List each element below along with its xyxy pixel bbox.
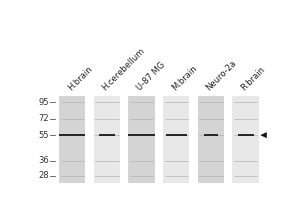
- Bar: [128, 134, 155, 136]
- Text: H.cerebellum: H.cerebellum: [100, 46, 147, 92]
- Text: 55: 55: [38, 131, 49, 140]
- Text: M.brain: M.brain: [170, 63, 199, 92]
- Text: 95: 95: [38, 98, 49, 107]
- Bar: [128, 96, 155, 183]
- Bar: [163, 96, 189, 183]
- Bar: [166, 134, 187, 136]
- Bar: [94, 96, 120, 183]
- Bar: [59, 134, 86, 136]
- Bar: [204, 134, 218, 136]
- Polygon shape: [260, 132, 267, 138]
- Text: 28: 28: [38, 171, 49, 180]
- Text: H.brain: H.brain: [66, 64, 94, 92]
- Text: U-87 MG: U-87 MG: [135, 60, 167, 92]
- Text: 36: 36: [38, 156, 49, 165]
- Text: R.brain: R.brain: [239, 65, 267, 92]
- Text: 72: 72: [38, 114, 49, 123]
- Text: Neuro-2a: Neuro-2a: [205, 58, 239, 92]
- Bar: [232, 96, 259, 183]
- Bar: [99, 134, 115, 136]
- Bar: [59, 96, 86, 183]
- Bar: [198, 96, 224, 183]
- Bar: [238, 134, 254, 136]
